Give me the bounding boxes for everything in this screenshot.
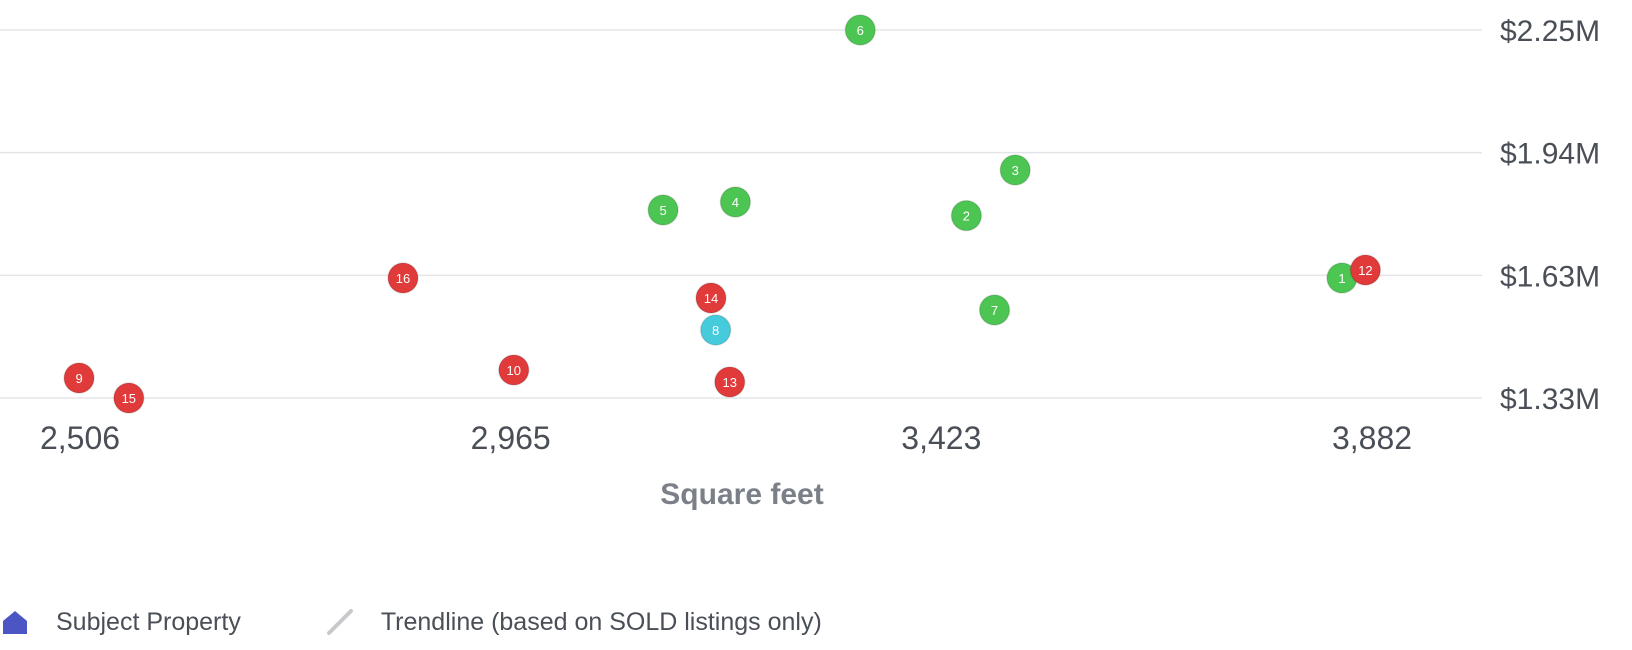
data-point: 9 — [63, 362, 95, 394]
data-point-label: 2 — [963, 209, 970, 224]
data-point: 13 — [714, 366, 746, 398]
legend-subject-label: Subject Property — [56, 607, 241, 636]
gridlines — [0, 29, 1482, 399]
data-point: 8 — [699, 314, 732, 346]
legend-trendline-label: Trendline (based on SOLD listings only) — [380, 607, 822, 636]
y-tick-label: $2.25M — [1500, 15, 1600, 48]
data-point-label: 16 — [396, 271, 410, 286]
x-tick-label: 2,506 — [40, 420, 120, 456]
data-point: 2 — [950, 199, 983, 232]
data-point-marker — [978, 294, 1011, 326]
x-tick-label: 2,965 — [471, 420, 551, 456]
data-point-marker — [719, 186, 752, 218]
data-point-marker — [999, 154, 1031, 186]
x-axis: 2,506 2,965 3,423 3,882 — [40, 420, 1412, 456]
data-point-marker — [950, 199, 983, 232]
data-point: 3 — [999, 154, 1031, 186]
data-point-label: 13 — [723, 375, 737, 390]
data-point-marker — [113, 382, 145, 414]
y-tick-label: $1.33M — [1500, 383, 1600, 416]
y-tick-label: $1.63M — [1500, 260, 1600, 293]
data-point-label: 3 — [1012, 163, 1019, 178]
data-point-marker — [647, 194, 679, 226]
legend-item-subject[interactable]: Subject Property — [0, 607, 241, 637]
data-point: 16 — [387, 262, 419, 294]
data-point-label: 1 — [1338, 271, 1345, 286]
data-point-label: 10 — [507, 363, 521, 378]
data-point-label: 9 — [75, 371, 82, 386]
legend-item-trendline[interactable]: Trendline (based on SOLD listings only) — [325, 607, 822, 637]
trendline-icon — [326, 609, 353, 635]
x-tick-label: 3,882 — [1332, 420, 1412, 456]
data-point-marker — [1349, 254, 1382, 286]
data-point-label: 12 — [1358, 263, 1372, 278]
data-point: 12 — [1349, 254, 1382, 286]
data-point-marker — [714, 366, 746, 398]
data-point-marker — [498, 354, 530, 386]
data-point-label: 4 — [732, 195, 739, 210]
data-point: 10 — [498, 354, 530, 386]
data-point-label: 5 — [659, 203, 666, 218]
x-axis-label: Square feet — [660, 478, 823, 511]
data-point-label: 7 — [991, 303, 998, 318]
data-point-label: 6 — [857, 23, 864, 38]
data-point-label: 14 — [704, 291, 718, 306]
x-tick-label: 3,423 — [901, 420, 981, 456]
data-point: 7 — [978, 294, 1011, 326]
data-point: 5 — [647, 194, 679, 226]
y-tick-label: $1.94M — [1500, 138, 1600, 171]
data-point-marker — [387, 262, 419, 294]
data-point-label: 15 — [122, 391, 136, 406]
house-icon — [3, 611, 27, 634]
data-point-marker — [695, 282, 727, 314]
data-point-marker — [699, 314, 732, 346]
data-point: 6 — [844, 14, 877, 46]
legend: Subject Property Trendline (based on SOL… — [0, 602, 906, 642]
y-axis: $1.33M $1.63M $1.94M $2.25M — [1500, 15, 1600, 416]
data-point: 15 — [113, 382, 145, 414]
data-point-marker — [844, 14, 877, 46]
data-point: 4 — [719, 186, 752, 218]
data-point-marker — [63, 362, 95, 394]
data-point-label: 8 — [712, 323, 719, 338]
scatter-chart: $1.33M $1.63M $1.94M $2.25M 2,506 2,965 3,423… — [0, 14, 1600, 511]
data-point: 14 — [695, 282, 727, 314]
